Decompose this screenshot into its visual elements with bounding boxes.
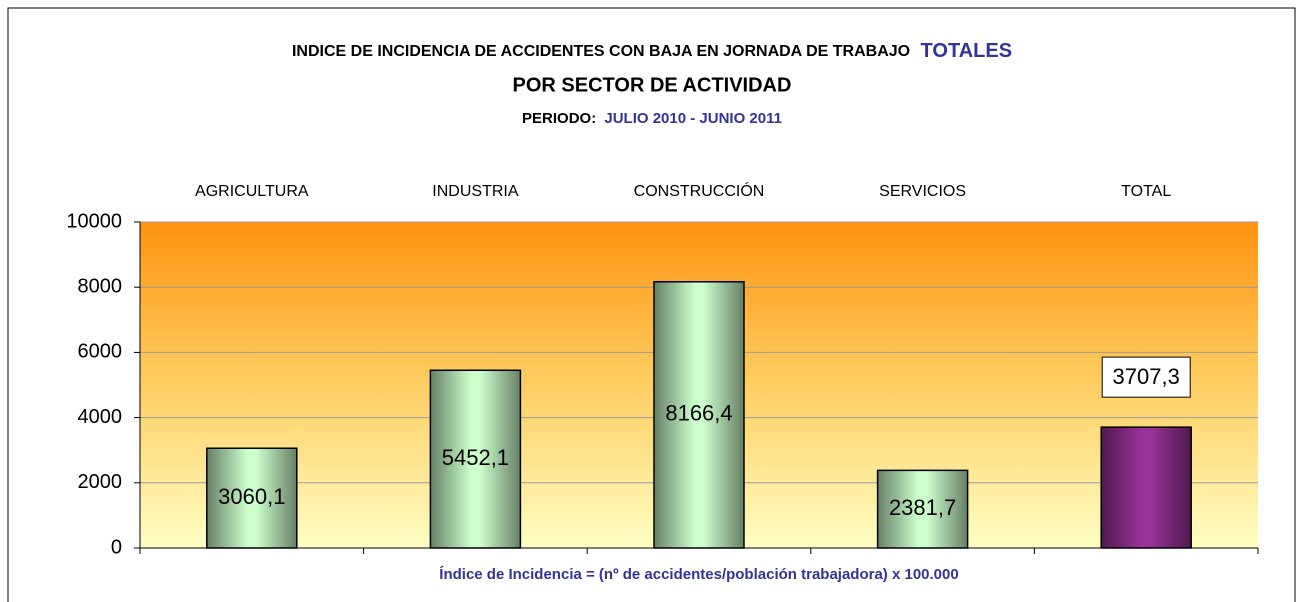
y-tick-label: 6000 xyxy=(78,341,123,363)
title-highlight: TOTALES xyxy=(921,40,1012,62)
bar xyxy=(1100,426,1192,549)
bar xyxy=(429,369,522,549)
y-tick-label: 0 xyxy=(111,536,122,558)
x-tick-label: AGRICULTURA xyxy=(195,183,309,200)
y-tick-label: 2000 xyxy=(78,471,123,493)
value-label: 3060,1 xyxy=(218,484,285,509)
x-tick-label: INDUSTRIA xyxy=(432,183,519,200)
value-label: 8166,4 xyxy=(665,401,732,426)
period-label: PERIODO: xyxy=(522,110,596,127)
y-tick-label: 10000 xyxy=(66,210,122,232)
y-tick-label: 8000 xyxy=(78,275,123,297)
subtitle: POR SECTOR DE ACTIVIDAD xyxy=(513,74,792,96)
period: PERIODO: JULIO 2010 - JUNIO 2011 xyxy=(522,110,782,127)
x-tick-label: SERVICIOS xyxy=(879,183,966,200)
period-value: JULIO 2010 - JUNIO 2011 xyxy=(604,110,782,127)
bar xyxy=(653,281,745,549)
bar xyxy=(206,447,298,549)
x-tick-label: TOTAL xyxy=(1121,183,1171,200)
bar xyxy=(876,469,969,549)
title-text: INDICE DE INCIDENCIA DE ACCIDENTES CON B… xyxy=(292,43,910,60)
value-label: 2381,7 xyxy=(889,495,956,520)
x-tick-label: CONSTRUCCIÓN xyxy=(634,181,765,200)
value-label: 3707,3 xyxy=(1113,364,1180,389)
chart-title: INDICE DE INCIDENCIA DE ACCIDENTES CON B… xyxy=(292,40,1012,62)
y-tick-label: 4000 xyxy=(78,406,123,428)
x-axis-label: Índice de Incidencia = (nº de accidentes… xyxy=(439,566,958,583)
value-label-box xyxy=(1101,356,1191,398)
value-label: 5452,1 xyxy=(442,445,509,470)
